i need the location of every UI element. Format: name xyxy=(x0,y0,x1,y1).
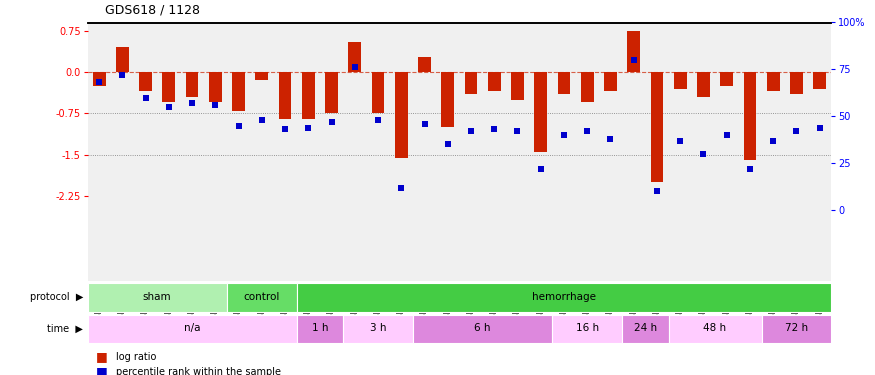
Bar xyxy=(418,57,430,72)
Bar xyxy=(297,283,831,312)
Text: 6 h: 6 h xyxy=(474,323,491,333)
Bar xyxy=(465,72,478,94)
Point xyxy=(347,64,361,70)
Bar xyxy=(139,72,152,92)
Point xyxy=(580,128,594,134)
Point xyxy=(138,94,152,100)
Text: percentile rank within the sample: percentile rank within the sample xyxy=(116,367,281,375)
Text: 1 h: 1 h xyxy=(312,323,328,333)
Text: n/a: n/a xyxy=(184,323,200,333)
Point xyxy=(417,121,431,127)
Bar xyxy=(348,42,361,72)
Bar xyxy=(116,47,129,72)
Point xyxy=(325,119,339,125)
Bar xyxy=(232,72,245,111)
Text: 3 h: 3 h xyxy=(370,323,386,333)
Point xyxy=(766,138,780,144)
Point xyxy=(743,166,757,172)
Text: 48 h: 48 h xyxy=(704,323,726,333)
Text: ■: ■ xyxy=(96,366,108,375)
Bar xyxy=(697,72,710,97)
Bar xyxy=(622,315,668,344)
Bar xyxy=(186,72,199,97)
Point xyxy=(673,138,687,144)
Text: hemorrhage: hemorrhage xyxy=(532,291,596,302)
Bar xyxy=(790,72,802,94)
Text: 72 h: 72 h xyxy=(785,323,808,333)
Text: log ratio: log ratio xyxy=(116,352,156,362)
Bar xyxy=(326,72,338,114)
Bar xyxy=(813,72,826,88)
Point xyxy=(719,132,733,138)
Bar xyxy=(744,72,756,160)
Text: 24 h: 24 h xyxy=(634,323,657,333)
Point xyxy=(464,128,478,134)
Text: GDS618 / 1128: GDS618 / 1128 xyxy=(105,4,200,17)
Point xyxy=(696,151,710,157)
Point xyxy=(278,126,292,132)
Point xyxy=(186,100,200,106)
Bar xyxy=(552,315,622,344)
Bar xyxy=(163,72,175,102)
Text: 16 h: 16 h xyxy=(576,323,598,333)
Bar xyxy=(278,72,291,119)
Point xyxy=(232,123,246,129)
Bar xyxy=(650,72,663,182)
Point xyxy=(813,124,827,130)
Text: protocol  ▶: protocol ▶ xyxy=(30,292,83,302)
Point xyxy=(789,128,803,134)
Point xyxy=(255,117,269,123)
Point xyxy=(650,188,664,194)
Text: time  ▶: time ▶ xyxy=(47,324,83,334)
Bar xyxy=(511,72,524,100)
Point xyxy=(604,136,618,142)
Point xyxy=(510,128,524,134)
Bar xyxy=(761,315,831,344)
Bar xyxy=(581,72,593,102)
Bar xyxy=(88,315,297,344)
Text: sham: sham xyxy=(143,291,172,302)
Bar xyxy=(627,31,640,72)
Bar xyxy=(488,72,500,92)
Bar xyxy=(302,72,315,119)
Point xyxy=(116,72,130,78)
Point xyxy=(92,80,106,86)
Bar xyxy=(372,72,384,114)
Point xyxy=(208,102,222,108)
Point xyxy=(162,104,176,110)
Point xyxy=(441,141,455,147)
Bar xyxy=(674,72,687,88)
Point xyxy=(626,57,640,63)
Bar xyxy=(557,72,570,94)
Bar xyxy=(88,283,227,312)
Point xyxy=(534,166,548,172)
Bar xyxy=(535,72,547,152)
Point xyxy=(557,132,571,138)
Bar xyxy=(766,72,780,92)
Bar xyxy=(227,283,297,312)
Bar xyxy=(255,72,269,80)
Point xyxy=(301,124,315,130)
Bar xyxy=(720,72,733,86)
Bar xyxy=(441,72,454,127)
Bar xyxy=(395,72,408,158)
Bar xyxy=(343,315,413,344)
Bar xyxy=(297,315,343,344)
Bar xyxy=(604,72,617,92)
Bar xyxy=(413,315,552,344)
Point xyxy=(371,117,385,123)
Point xyxy=(487,126,501,132)
Bar xyxy=(93,72,106,86)
Bar xyxy=(209,72,221,102)
Text: ■: ■ xyxy=(96,350,108,363)
Point xyxy=(395,184,409,190)
Bar xyxy=(668,315,761,344)
Text: control: control xyxy=(243,291,280,302)
